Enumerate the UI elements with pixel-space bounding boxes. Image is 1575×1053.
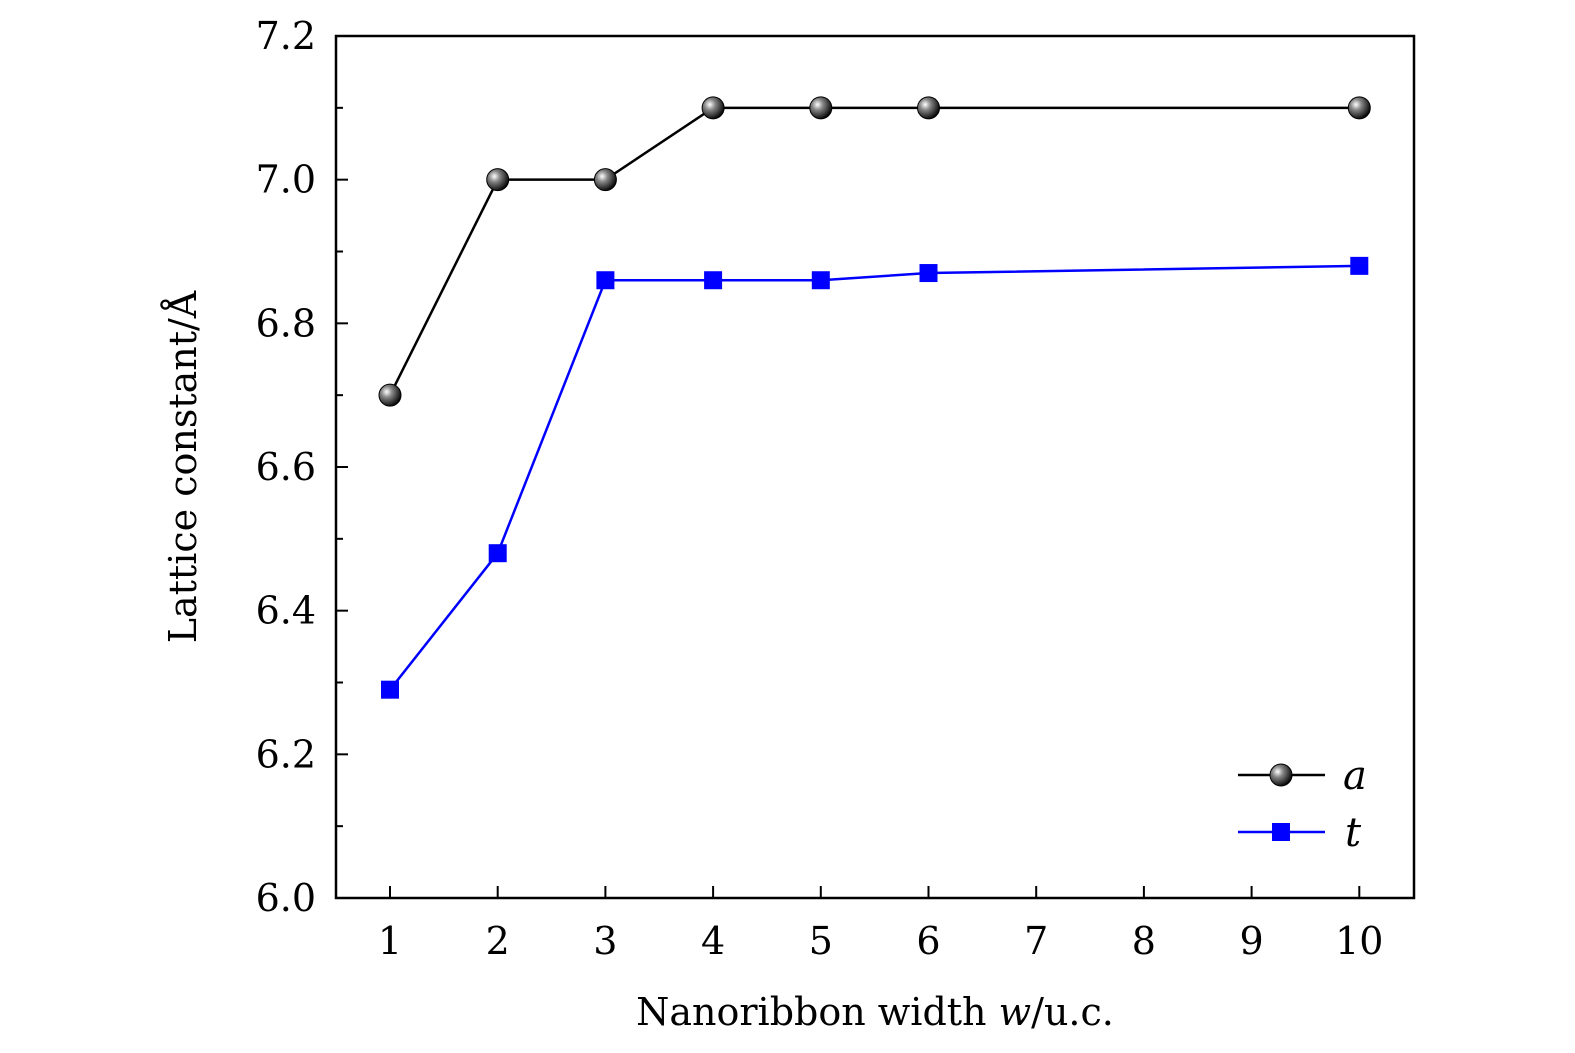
- legend-marker-t: [1272, 823, 1290, 841]
- data-point-a: [701, 96, 725, 120]
- data-point-t: [811, 271, 830, 290]
- data-point-t: [488, 544, 507, 563]
- x-tick-label: 4: [701, 919, 725, 963]
- x-tick-label: 8: [1132, 919, 1156, 963]
- y-axis: 6.0 6.2 6.4 6.6 6.8 7.0 7.2: [256, 14, 348, 920]
- legend: a t: [1238, 753, 1367, 856]
- series-line-t: [389, 264, 1360, 691]
- x-tick-label: 6: [916, 919, 940, 963]
- x-axis-title-var: w: [999, 990, 1032, 1034]
- data-point-t: [704, 271, 723, 290]
- legend-marker-a: [1269, 763, 1293, 787]
- y-tick-label: 6.4: [256, 589, 316, 633]
- x-tick-label: 10: [1335, 919, 1383, 963]
- x-axis-title-suffix: /u.c.: [1031, 990, 1114, 1034]
- data-point-a: [1347, 96, 1371, 120]
- data-point-a: [378, 383, 402, 407]
- data-point-a: [917, 96, 940, 120]
- x-tick-label: 2: [486, 919, 510, 963]
- x-tick-label: 1: [378, 919, 402, 963]
- x-axis-title-prefix: Nanoribbon width: [636, 990, 998, 1034]
- data-point-t: [596, 271, 615, 290]
- y-tick-label: 6.6: [256, 445, 316, 489]
- data-point-a: [486, 168, 510, 192]
- y-axis-title: Lattice constant/Å: [161, 290, 205, 643]
- y-tick-label: 7.2: [256, 14, 316, 58]
- x-axis: 1 2 3 4 5 6 7 8 9 10: [378, 886, 1383, 963]
- x-axis-title: Nanoribbon width w/u.c.: [636, 990, 1114, 1034]
- data-point-t: [919, 264, 938, 283]
- data-point-t: [381, 680, 399, 699]
- series-layer: [378, 96, 1371, 699]
- legend-label-a: a: [1343, 753, 1367, 799]
- y-tick-label: 6.0: [256, 876, 316, 920]
- legend-label-t: t: [1345, 810, 1362, 856]
- x-tick-label: 9: [1240, 919, 1264, 963]
- data-point-t: [1350, 256, 1369, 275]
- series-line-a: [388, 106, 1360, 396]
- x-tick-label: 3: [593, 919, 617, 963]
- y-tick-label: 6.2: [256, 732, 316, 776]
- data-point-a: [593, 168, 617, 192]
- data-point-a: [809, 96, 833, 120]
- y-tick-label: 6.8: [256, 301, 316, 345]
- plot-frame: [334, 34, 1416, 900]
- x-tick-label: 7: [1024, 919, 1048, 963]
- y-tick-label: 7.0: [256, 158, 316, 202]
- x-tick-label: 5: [809, 919, 833, 963]
